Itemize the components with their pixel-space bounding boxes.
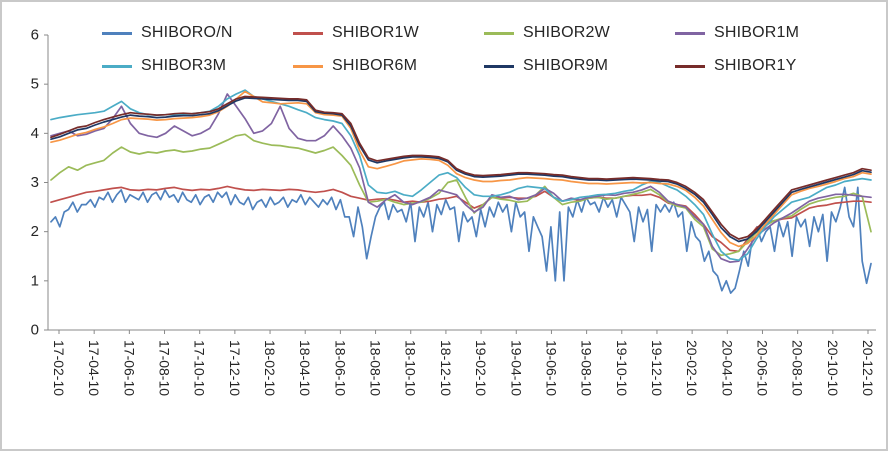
y-tick-label: 3 bbox=[31, 174, 39, 191]
legend-line-swatch bbox=[293, 31, 323, 35]
legend-item-SHIBOR3M: SHIBOR3M bbox=[102, 55, 293, 77]
x-tick-label: 17-06-10 bbox=[121, 340, 137, 396]
legend-label: SHIBOR6M bbox=[332, 57, 418, 74]
legend: SHIBORO/N SHIBOR1W SHIBOR2W SHIBOR1M SHIBOR3… bbox=[102, 22, 866, 77]
x-tick-label: 20-08-10 bbox=[790, 340, 806, 396]
legend-item-SHIBOR6M: SHIBOR6M bbox=[293, 55, 484, 77]
y-tick-label: 2 bbox=[31, 223, 39, 240]
y-tick-label: 4 bbox=[31, 125, 39, 142]
legend-item-SHIBOR1W: SHIBOR1W bbox=[293, 22, 484, 44]
series-line-SHIBOR1Y bbox=[50, 95, 872, 240]
x-tick-label: 20-04-10 bbox=[719, 340, 735, 396]
legend-label: SHIBOR3M bbox=[141, 57, 227, 74]
x-tick-label: 20-10-10 bbox=[825, 340, 841, 396]
x-tick-label: 19-10-10 bbox=[614, 340, 630, 396]
y-tick-label: 5 bbox=[31, 76, 39, 93]
x-tick-label: 17-04-10 bbox=[86, 340, 102, 396]
legend-item-SHIBOR1M: SHIBOR1M bbox=[675, 22, 866, 44]
x-tick-label: 20-02-10 bbox=[684, 340, 700, 396]
legend-label: SHIBOR2W bbox=[523, 24, 610, 41]
x-tick-label: 19-12-10 bbox=[649, 340, 665, 396]
legend-label: SHIBOR1W bbox=[332, 24, 419, 41]
series-line-SHIBORO/N bbox=[50, 186, 872, 294]
legend-item-SHIBOR9M: SHIBOR9M bbox=[484, 55, 675, 77]
series-line-SHIBOR2W bbox=[50, 133, 872, 257]
legend-line-swatch bbox=[675, 64, 705, 68]
legend-line-swatch bbox=[484, 31, 514, 35]
x-tick-label: 18-02-10 bbox=[262, 340, 278, 396]
x-tick-label: 20-12-10 bbox=[860, 340, 876, 396]
series-line-SHIBOR6M bbox=[50, 90, 872, 248]
legend-label: SHIBOR1Y bbox=[714, 57, 797, 74]
legend-item-SHIBOR2W: SHIBOR2W bbox=[484, 22, 675, 44]
y-tick-label: 6 bbox=[31, 27, 39, 44]
x-tick-label: 19-08-10 bbox=[579, 340, 595, 396]
x-tick-label: 19-06-10 bbox=[543, 340, 559, 396]
x-tick-label: 18-04-10 bbox=[297, 340, 313, 396]
x-tick-label: 17-08-10 bbox=[157, 340, 173, 396]
x-tick-label: 20-06-10 bbox=[754, 340, 770, 396]
x-tick-label: 18-08-10 bbox=[368, 340, 384, 396]
legend-item-SHIBOR1Y: SHIBOR1Y bbox=[675, 55, 866, 77]
x-tick-label: 19-02-10 bbox=[473, 340, 489, 396]
x-tick-label: 17-10-10 bbox=[192, 340, 208, 396]
legend-label: SHIBOR9M bbox=[523, 57, 609, 74]
x-tick-label: 18-12-10 bbox=[438, 340, 454, 396]
series-line-SHIBOR1M bbox=[50, 93, 872, 263]
y-tick-label: 0 bbox=[31, 322, 39, 339]
x-tick-label: 19-04-10 bbox=[508, 340, 524, 396]
x-tick-label: 17-12-10 bbox=[227, 340, 243, 396]
legend-line-swatch bbox=[675, 31, 705, 35]
legend-line-swatch bbox=[293, 64, 323, 68]
x-tick-label: 17-02-10 bbox=[51, 340, 67, 396]
legend-line-swatch bbox=[102, 64, 132, 68]
legend-line-swatch bbox=[102, 31, 132, 35]
x-tick-label: 18-06-10 bbox=[332, 340, 348, 396]
x-tick-label: 18-10-10 bbox=[403, 340, 419, 396]
legend-item-SHIBORO/N: SHIBORO/N bbox=[102, 22, 293, 44]
series-line-SHIBOR9M bbox=[50, 97, 872, 243]
legend-label: SHIBORO/N bbox=[141, 24, 233, 41]
legend-line-swatch bbox=[484, 64, 514, 68]
y-tick-label: 1 bbox=[31, 272, 39, 289]
legend-label: SHIBOR1M bbox=[714, 24, 800, 41]
